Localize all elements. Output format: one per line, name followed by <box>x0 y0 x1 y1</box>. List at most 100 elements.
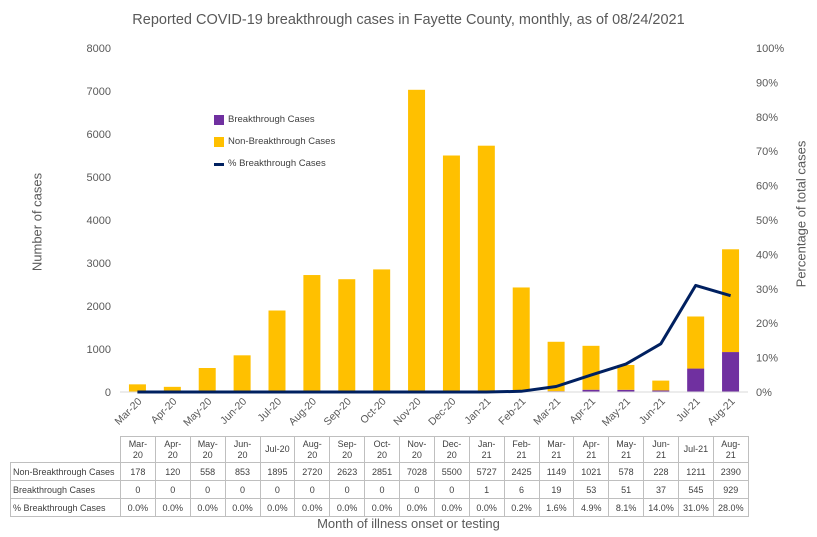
table-cell: 5500 <box>433 462 470 481</box>
table-cell: 929 <box>712 480 749 499</box>
table-cell: 120 <box>154 462 191 481</box>
bar-non-breakthrough <box>128 384 146 392</box>
x-tick-label: Jul-20 <box>255 396 284 425</box>
y-axis-right-label: Percentage of total cases <box>793 140 809 288</box>
y2-tick-label: 20% <box>756 318 778 330</box>
table-cell: 0.0% <box>364 498 400 517</box>
y-tick-label: 7000 <box>87 86 111 98</box>
x-tick-label: Nov-20 <box>391 396 424 429</box>
y2-tick-label: 80% <box>756 112 778 124</box>
table-cell: 37 <box>643 480 679 499</box>
bar-breakthrough <box>582 389 600 392</box>
legend-swatch-non-breakthrough <box>214 137 224 147</box>
table-cell: 2390 <box>712 462 749 481</box>
table-cell: 0.0% <box>189 498 226 517</box>
table-header-cell: Nov- 20 <box>399 436 435 463</box>
table-cell: 0 <box>329 480 366 499</box>
table-header-cell: Dec- 20 <box>433 436 470 463</box>
table-cell: 14.0% <box>643 498 679 517</box>
table-cell: 0 <box>294 480 331 499</box>
y-tick-label: 3000 <box>87 258 111 270</box>
table-header-cell: Apr- 21 <box>573 436 610 463</box>
table-cell: 31.0% <box>678 498 714 517</box>
table-cell: 0 <box>224 480 261 499</box>
table-cell: 28.0% <box>712 498 749 517</box>
legend-label-non-breakthrough: Non-Breakthrough Cases <box>228 136 336 147</box>
table-row: % Breakthrough Cases 0.0% 0.0% 0.0% 0.0% 0.0%… <box>10 498 749 517</box>
table-row-label: % Breakthrough Cases <box>10 498 121 517</box>
x-tick-label: Sep-20 <box>321 396 354 429</box>
y-tick-label: 5000 <box>87 172 111 184</box>
table-cell: 0 <box>189 480 226 499</box>
bar-non-breakthrough <box>408 89 426 393</box>
x-tick-label: Jul-21 <box>674 396 703 425</box>
table-header-cell: Oct- 20 <box>364 436 400 463</box>
x-tick-label: Jan-21 <box>462 396 493 427</box>
table-header-cell: May- 21 <box>608 436 645 463</box>
x-tick-label: Oct-20 <box>358 396 389 427</box>
bar-non-breakthrough <box>338 279 356 392</box>
y2-tick-label: 0% <box>756 387 772 399</box>
bar-breakthrough <box>652 390 670 392</box>
x-tick-label: May-21 <box>600 396 633 429</box>
x-tick-label: Jun-21 <box>637 396 668 427</box>
table-header-row: Mar- 20 Apr- 20 May- 20 Jun- 20 Jul-20 Aug- 20 Sep-… <box>10 436 749 463</box>
table-cell: 1211 <box>678 462 714 481</box>
table-cell: 0.0% <box>120 498 156 517</box>
bar-non-breakthrough <box>512 287 530 392</box>
table-cell: 8.1% <box>608 498 645 517</box>
bar-non-breakthrough <box>268 310 286 392</box>
bar-non-breakthrough <box>233 355 251 392</box>
y-tick-label: 4000 <box>87 215 111 227</box>
bar-breakthrough <box>722 352 740 392</box>
y2-tick-label: 90% <box>756 77 778 89</box>
table-cell: 1021 <box>573 462 610 481</box>
legend-label-breakthrough: Breakthrough Cases <box>228 114 315 125</box>
table-header-cell: Jun- 21 <box>643 436 679 463</box>
table-cell: 1895 <box>259 462 296 481</box>
x-tick-label: Dec-20 <box>426 396 459 429</box>
x-tick-label: May-20 <box>181 396 214 429</box>
y2-tick-label: 10% <box>756 353 778 365</box>
table-cell: 0 <box>364 480 400 499</box>
y-tick-label: 1000 <box>87 344 111 356</box>
y2-tick-label: 70% <box>756 146 778 158</box>
y-tick-label: 6000 <box>87 129 111 141</box>
table-cell: 228 <box>643 462 679 481</box>
table-cell: 0 <box>154 480 191 499</box>
bar-breakthrough <box>617 389 635 392</box>
bar-non-breakthrough <box>722 249 740 353</box>
x-tick-label: Apr-20 <box>149 396 180 427</box>
table-cell: 4.9% <box>573 498 610 517</box>
x-tick-label: Mar-20 <box>113 396 145 428</box>
bar-non-breakthrough <box>477 145 495 392</box>
table-cell: 545 <box>678 480 714 499</box>
table-header-cell: Mar- 20 <box>120 436 156 463</box>
table-header-cell: Mar- 21 <box>538 436 575 463</box>
legend-swatch-breakthrough <box>214 115 224 125</box>
bar-non-breakthrough <box>303 275 321 392</box>
y-tick-label: 2000 <box>87 301 111 313</box>
table-cell: 558 <box>189 462 226 481</box>
table-header-cell: Feb- 21 <box>503 436 540 463</box>
y2-tick-label: 60% <box>756 181 778 193</box>
table-row: Non-Breakthrough Cases 178 120 558 853 1895 27… <box>10 462 749 481</box>
table-corner-cell <box>10 436 121 463</box>
table-cell: 1 <box>468 480 505 499</box>
table-cell: 1149 <box>538 462 575 481</box>
y2-tick-label: 30% <box>756 284 778 296</box>
table-cell: 853 <box>224 462 261 481</box>
bar-non-breakthrough <box>582 345 600 390</box>
legend-line-percent <box>214 163 224 166</box>
chart-title: Reported COVID-19 breakthrough cases in … <box>132 12 685 28</box>
x-tick-label: Jun-20 <box>218 396 249 427</box>
table-cell: 51 <box>608 480 645 499</box>
bar-non-breakthrough <box>442 155 460 392</box>
bar-non-breakthrough <box>652 380 670 391</box>
table-cell: 19 <box>538 480 575 499</box>
y-tick-label: 0 <box>105 387 111 399</box>
bar-non-breakthrough <box>547 341 565 392</box>
x-tick-label: Aug-21 <box>705 396 738 429</box>
table-header-cell: Jan- 21 <box>468 436 505 463</box>
table-cell: 2623 <box>329 462 366 481</box>
